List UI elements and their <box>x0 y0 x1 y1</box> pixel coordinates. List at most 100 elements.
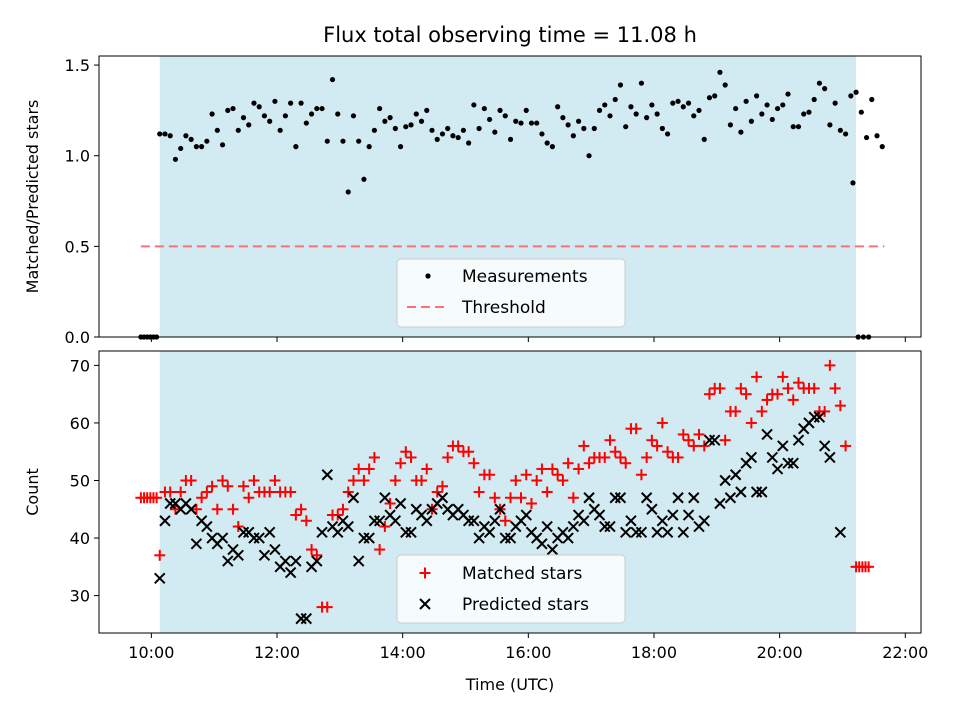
cross-b <box>520 509 532 521</box>
measurement-point <box>261 113 268 119</box>
predicted-star-point <box>494 503 506 515</box>
predicted-star-point <box>724 492 737 504</box>
measurement-point <box>717 69 723 75</box>
measurement-point <box>214 127 220 133</box>
cross-b <box>729 469 742 481</box>
cross-b <box>337 515 349 527</box>
matched-star-point <box>651 440 663 452</box>
measurement-point <box>460 127 467 133</box>
measurement-point <box>722 82 728 88</box>
chart-title: Flux total observing time = 11.08 h <box>323 23 697 47</box>
measurement-point <box>754 93 760 99</box>
cross-b <box>750 486 763 498</box>
measurement-point <box>230 105 236 112</box>
predicted-star-point <box>614 492 627 504</box>
measurement-point <box>780 102 786 108</box>
matched-star-point <box>536 463 548 475</box>
cross-b <box>583 492 595 504</box>
measurement-point <box>534 120 540 126</box>
predicted-star-point <box>190 538 203 550</box>
cross-b <box>771 463 784 475</box>
legend-matched-marker <box>419 567 431 579</box>
matched-star-point <box>269 474 281 486</box>
matched-star-point <box>206 480 218 492</box>
measurement-point <box>879 144 885 150</box>
predicted-star-point <box>436 492 449 504</box>
legend-measurements-marker <box>425 273 431 279</box>
cross-b <box>620 526 632 538</box>
cross-b <box>253 532 265 544</box>
cross-b <box>625 515 637 527</box>
matched-star-point <box>342 486 354 498</box>
predicted-star-point <box>661 526 674 538</box>
measurement-point <box>816 80 823 86</box>
y-axis-label: Matched/Predicted stars <box>23 100 42 294</box>
predicted-star-point <box>761 428 773 441</box>
cross-b <box>316 526 328 538</box>
cross-b <box>201 520 213 533</box>
matched-star-point <box>416 474 428 486</box>
matched-star-point <box>232 521 244 533</box>
matched-star-point <box>238 480 250 492</box>
matched-star-point <box>824 359 836 371</box>
cross-b <box>703 434 716 446</box>
predicted-star-point <box>321 469 333 481</box>
predicted-star-point <box>253 532 265 544</box>
matched-star-point <box>541 486 553 498</box>
cross-b <box>295 612 307 625</box>
measurement-point <box>764 102 770 108</box>
matched-star-point <box>703 388 715 400</box>
measurement-point <box>549 144 556 150</box>
cross-b <box>415 509 428 521</box>
x-tick-label: 10:00 <box>128 643 174 662</box>
matched-star-point <box>745 417 757 429</box>
measurement-point <box>675 98 681 104</box>
predicted-star-point <box>311 555 323 567</box>
matched-star-point <box>489 492 501 504</box>
measurement-point <box>853 89 859 95</box>
matched-star-point <box>583 457 595 469</box>
matched-star-point <box>573 463 585 475</box>
predicted-star-point <box>667 509 679 521</box>
predicted-star-point <box>290 555 302 567</box>
measurement-point <box>204 138 210 144</box>
measurement-point <box>492 129 498 135</box>
measurement-point <box>314 105 320 112</box>
matched-star-point <box>672 451 684 463</box>
measurement-point <box>774 105 781 112</box>
predicted-star-point <box>363 532 375 544</box>
predicted-star-point <box>593 509 606 521</box>
measurement-point <box>256 104 262 110</box>
x-tick-label: 22:00 <box>882 643 928 662</box>
matched-star-point <box>222 480 234 492</box>
matched-star-point <box>782 382 794 394</box>
matched-star-point <box>290 509 302 521</box>
cross-b <box>206 532 218 544</box>
measurement-point <box>439 131 446 137</box>
measurement-point <box>418 118 425 124</box>
predicted-star-point <box>824 451 836 464</box>
matched-star-point <box>421 463 433 475</box>
measurement-point <box>685 100 692 106</box>
cross-b <box>818 440 831 452</box>
matched-star-point <box>578 440 590 452</box>
matched-star-point <box>484 469 496 481</box>
predicted-star-point <box>536 538 548 550</box>
measurement-point <box>858 109 864 115</box>
predicted-star-point <box>232 549 244 562</box>
measurement-point <box>706 95 713 101</box>
matched-star-point <box>740 388 752 400</box>
cross-b <box>284 566 297 579</box>
measurement-point <box>801 111 807 117</box>
measurement-point <box>471 102 477 108</box>
cross-b <box>332 526 344 538</box>
matched-star-point <box>719 434 731 446</box>
measurement-point <box>288 100 294 106</box>
predicted-star-point <box>630 526 642 538</box>
predicted-star-point <box>777 440 789 452</box>
cross-b <box>614 492 627 504</box>
matched-star-point <box>358 474 370 486</box>
measurement-point <box>528 120 535 126</box>
cross-b <box>541 520 553 533</box>
measurement-point <box>167 133 173 139</box>
